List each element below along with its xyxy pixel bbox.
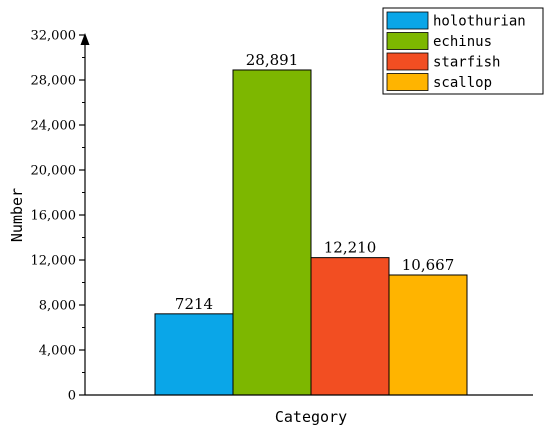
- legend-swatch-holothurian: [386, 11, 429, 30]
- data-label-holothurian: 7214: [175, 295, 213, 313]
- x-axis-title: Category: [275, 408, 347, 426]
- legend-label-scallop: scallop: [433, 75, 492, 91]
- y-tick-label: 28,000: [31, 74, 77, 89]
- y-tick-label: 4,000: [39, 344, 76, 359]
- y-tick-label: 12,000: [31, 254, 77, 269]
- legend-label-holothurian: holothurian: [433, 14, 526, 30]
- y-tick-label: 0: [68, 389, 76, 404]
- data-label-echinus: 28,891: [246, 51, 299, 69]
- legend-label-echinus: echinus: [433, 34, 492, 50]
- legend: holothurian echinus starfish scallop: [382, 7, 544, 95]
- bars-group: [154, 69, 468, 396]
- data-labels-group: 7214 28,891 12,210 10,667: [175, 51, 454, 313]
- bar-starfish: [310, 257, 390, 396]
- y-tick-label: 32,000: [31, 29, 77, 44]
- y-tick-label: 16,000: [31, 209, 77, 224]
- legend-swatch-starfish: [386, 52, 429, 71]
- bar-holothurian: [154, 313, 234, 396]
- bar-echinus: [232, 69, 312, 396]
- legend-swatch-scallop: [386, 73, 429, 91]
- bar-scallop: [388, 274, 468, 396]
- y-tick-label: 20,000: [31, 164, 77, 179]
- legend-label-starfish: starfish: [433, 55, 500, 71]
- y-axis: 0 4,000 8,000 12,000 16,000 20,000 24,000 28,00…: [31, 29, 90, 404]
- y-axis-title: Number: [8, 188, 26, 242]
- data-label-scallop: 10,667: [402, 256, 455, 274]
- y-tick-label: 8,000: [39, 299, 76, 314]
- legend-swatch-echinus: [386, 32, 429, 50]
- data-label-starfish: 12,210: [324, 239, 377, 257]
- y-axis-arrow: [80, 33, 90, 45]
- y-tick-label: 24,000: [31, 119, 77, 134]
